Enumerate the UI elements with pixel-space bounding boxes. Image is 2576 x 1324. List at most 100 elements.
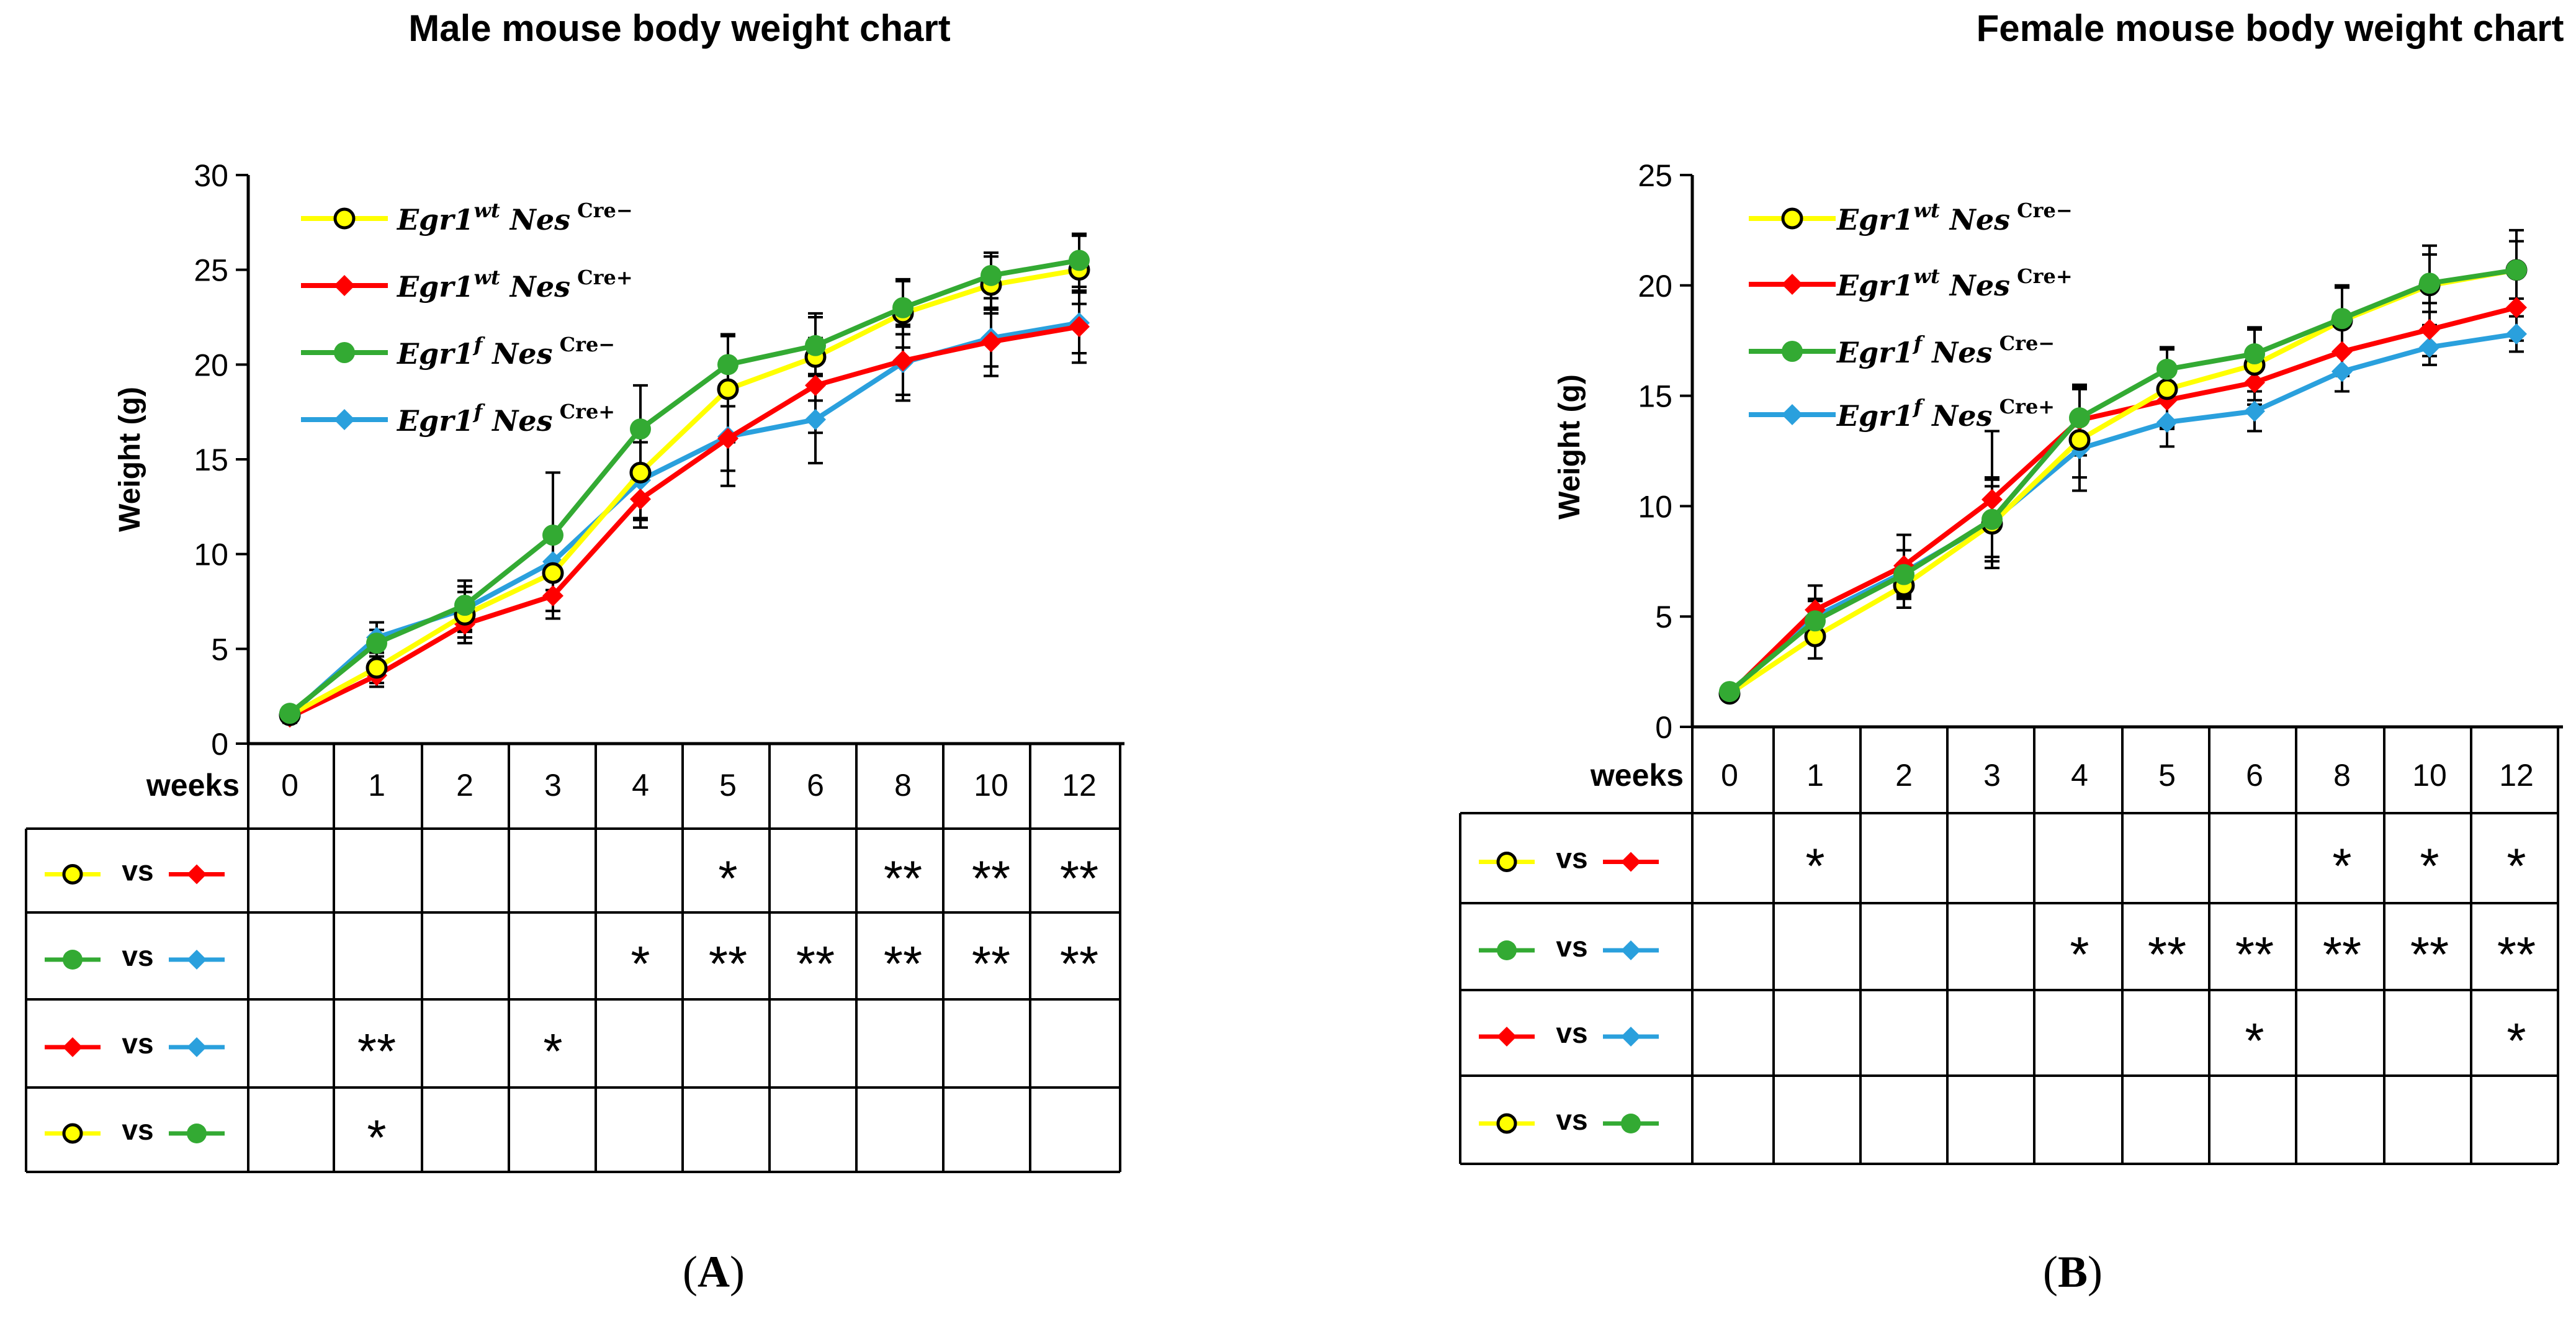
significance-mark: ** (2410, 927, 2449, 982)
data-point (717, 354, 738, 376)
comparison-row-gc-vs-bc: vs * ** ** ** ** ** (45, 936, 1098, 991)
significance-mark: ** (972, 936, 1010, 991)
y-tick-label: 10 (1638, 489, 1672, 524)
comparison-row-gc-vs-bc: vs * ** ** ** ** ** (1479, 927, 2536, 982)
data-point (805, 408, 826, 430)
data-point (2068, 429, 2091, 451)
row-legend-marker (1496, 1113, 1517, 1134)
data-point (1981, 508, 2003, 530)
data-point (2506, 323, 2527, 345)
series-gc (279, 250, 1090, 724)
week-column-header: 6 (2246, 758, 2263, 793)
data-point (630, 489, 651, 510)
series-line (1728, 267, 2517, 694)
data-point (2244, 343, 2265, 365)
data-point (542, 562, 564, 584)
series-line (1728, 305, 2517, 696)
week-column-header: 1 (368, 768, 385, 803)
legend: Egr1wt Nes Cre− Egr1wt Nes Cre+ Egr1f Nes … (301, 199, 633, 438)
data-point (717, 378, 739, 400)
significance-mark: ** (1060, 851, 1098, 906)
data-point (805, 374, 826, 396)
data-point (2244, 400, 2265, 422)
legend-label: Egr1wt Nes Cre− (396, 199, 633, 236)
week-column-header: 12 (1062, 768, 1097, 803)
panel-label: (A) (683, 1247, 745, 1297)
data-point (805, 335, 826, 356)
significance-mark: ** (1060, 936, 1098, 991)
chart-panel-male: Male mouse body weight chart051015202530… (25, 7, 1124, 1297)
data-point (279, 703, 300, 724)
data-point (2331, 341, 2353, 363)
comparison-row-yc-vs-rc: vs * ** ** ** (45, 851, 1098, 906)
y-tick-label: 15 (1638, 379, 1672, 414)
series-line (289, 267, 1080, 718)
significance-mark: ** (796, 936, 835, 991)
data-point (1069, 316, 1090, 338)
legend-marker (334, 342, 355, 363)
data-point (892, 297, 913, 318)
legend: Egr1wt Nes Cre− Egr1wt Nes Cre+ Egr1f Nes … (1749, 199, 2073, 433)
series-rc (279, 316, 1090, 728)
row-legend-marker (187, 1124, 207, 1143)
significance-mark: ** (972, 851, 1010, 906)
significance-mark: ** (884, 851, 922, 906)
row-legend-marker (62, 1123, 83, 1144)
significance-mark: * (2332, 839, 2351, 894)
weeks-header: weeks (146, 768, 240, 803)
chart-title: Female mouse body weight chart (1977, 7, 2564, 49)
versus-label: vs (1556, 842, 1587, 875)
row-legend-marker (1497, 1027, 1517, 1047)
legend-marker (333, 207, 356, 230)
row-legend-marker (62, 864, 83, 885)
data-point (1893, 564, 1914, 585)
legend-marker (1782, 274, 1803, 295)
legend-item-bc: Egr1f Nes Cre+ (1749, 395, 2055, 433)
series-gc (1719, 259, 2527, 703)
week-column-header: 2 (1895, 758, 1913, 793)
week-column-header: 4 (632, 768, 649, 803)
data-point (981, 331, 1002, 353)
data-point (2419, 336, 2440, 358)
y-axis-label: Weight (g) (1553, 374, 1586, 520)
week-column-header: 8 (2333, 758, 2351, 793)
week-column-header: 0 (1721, 758, 1738, 793)
data-point (2331, 308, 2353, 330)
week-column-header: 2 (456, 768, 473, 803)
versus-label: vs (122, 940, 153, 972)
legend-label: Egr1f Nes Cre− (1836, 331, 2055, 369)
data-point (542, 585, 563, 606)
versus-label: vs (1556, 930, 1587, 963)
week-column-header: 3 (544, 768, 562, 803)
significance-mark: * (2506, 839, 2526, 894)
legend-label: Egr1wt Nes Cre+ (1836, 264, 2073, 302)
data-point (2156, 412, 2178, 433)
comparison-row-rc-vs-bc: vs * * (1479, 1013, 2526, 1068)
week-column-header: 6 (807, 768, 824, 803)
significance-mark: * (543, 1024, 562, 1079)
significance-mark: * (2245, 1013, 2264, 1068)
row-legend-marker (1621, 940, 1641, 960)
legend-item-gc: Egr1f Nes Cre− (301, 333, 615, 371)
data-point (2419, 318, 2440, 340)
week-column-header: 5 (2158, 758, 2176, 793)
versus-label: vs (122, 855, 153, 887)
legend-item-gc: Egr1f Nes Cre− (1749, 331, 2055, 369)
y-tick-label: 0 (1655, 710, 1672, 745)
significance-mark: * (1805, 839, 1824, 894)
legend-item-yc: Egr1wt Nes Cre− (1749, 199, 2073, 236)
week-column-header: 10 (2412, 758, 2447, 793)
series-bc (1719, 323, 2527, 705)
comparison-row-rc-vs-bc: vs ** * (45, 1024, 563, 1079)
significance-mark: * (2420, 839, 2439, 894)
y-tick-label: 25 (1638, 158, 1672, 193)
legend-marker (334, 275, 355, 296)
legend-item-yc: Egr1wt Nes Cre− (301, 199, 633, 236)
data-point (454, 595, 475, 616)
row-legend-marker (63, 950, 83, 970)
weeks-header: weeks (1590, 758, 1684, 793)
data-point (1069, 250, 1090, 271)
data-point (1719, 681, 1740, 703)
